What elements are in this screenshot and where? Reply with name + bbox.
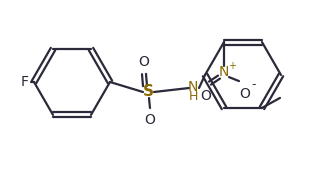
Text: S: S bbox=[143, 84, 154, 99]
Text: O: O bbox=[145, 113, 156, 127]
Text: N: N bbox=[219, 65, 229, 79]
Text: F: F bbox=[21, 75, 29, 89]
Text: H: H bbox=[188, 90, 198, 103]
Text: O: O bbox=[138, 55, 149, 69]
Text: +: + bbox=[228, 61, 236, 71]
Text: O: O bbox=[240, 87, 251, 101]
Text: -: - bbox=[252, 78, 256, 91]
Text: N: N bbox=[188, 80, 198, 94]
Text: O: O bbox=[201, 89, 212, 103]
